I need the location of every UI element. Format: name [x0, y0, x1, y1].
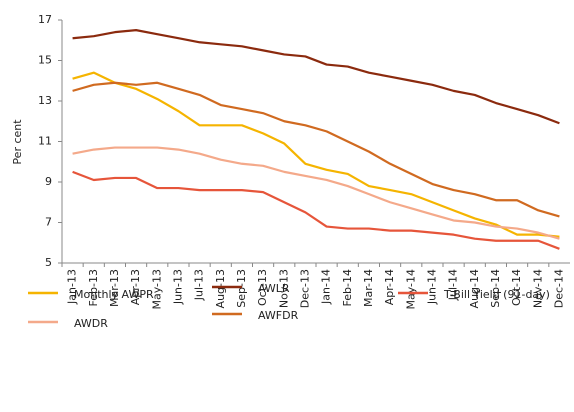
- legend-label: AWLR: [258, 282, 290, 295]
- x-tick-label: May-13: [150, 269, 163, 310]
- y-tick-label: 7: [45, 216, 52, 229]
- y-axis-label: Per cent: [11, 119, 24, 165]
- series-line: [72, 29, 560, 125]
- x-tick-label: Oct-13: [256, 269, 269, 306]
- x-tick-label: Feb-14: [341, 269, 354, 306]
- x-tick-label: Oct-14: [510, 269, 523, 306]
- y-tick-label: 17: [38, 13, 52, 26]
- x-tick-label: Jul-13: [193, 269, 206, 301]
- y-tick-label: 11: [38, 135, 52, 148]
- x-tick-label: Sep-14: [489, 269, 502, 308]
- series-line: [72, 71, 560, 238]
- series-line: [72, 81, 560, 218]
- x-tick-label: Jan-13: [66, 269, 79, 305]
- y-tick-label: 5: [45, 256, 52, 269]
- x-tick-label: Aug-14: [468, 269, 481, 308]
- series-line: [72, 170, 560, 250]
- x-tick-label: Apr-13: [129, 269, 142, 305]
- series-line: [72, 146, 560, 240]
- x-tick-label: May-14: [404, 269, 417, 310]
- x-tick-label: Sep-13: [235, 269, 248, 308]
- x-tick-label: Jun-14: [425, 269, 438, 305]
- x-tick-label: Mar-14: [362, 269, 375, 307]
- x-tick-label: Jun-13: [171, 269, 184, 305]
- x-tick-label: Dec-13: [298, 269, 311, 308]
- x-tick-label: Feb-13: [87, 269, 100, 306]
- x-tick-label: Nov-13: [277, 269, 290, 308]
- legend-label: AWFDR: [258, 309, 299, 322]
- legend-label: Monthly AWPR: [74, 288, 154, 301]
- x-tick-label: Jul-14: [447, 269, 460, 301]
- x-tick-label: Nov-14: [531, 269, 544, 308]
- legend-label: T-Bill Yield (91-day): [443, 288, 550, 301]
- y-tick-label: 9: [45, 175, 52, 188]
- x-tick-label: Mar-13: [108, 269, 121, 307]
- y-tick-label: 15: [38, 54, 52, 67]
- x-tick-label: Dec-14: [552, 269, 565, 308]
- x-tick-label: Jan-14: [320, 269, 333, 305]
- y-tick-label: 13: [38, 94, 52, 107]
- legend-label: AWDR: [74, 317, 108, 330]
- x-tick-label: Apr-14: [383, 269, 396, 305]
- x-tick-label: Aug-13: [214, 269, 227, 308]
